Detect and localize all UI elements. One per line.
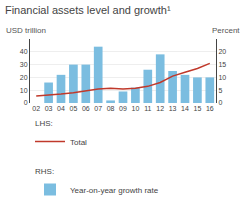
svg-text:USD trillion: USD trillion [6,26,46,35]
svg-text:10: 10 [218,74,226,81]
svg-text:08: 08 [107,105,115,112]
svg-text:03: 03 [45,105,53,112]
svg-text:12: 12 [156,105,164,112]
svg-text:16: 16 [206,105,214,112]
svg-text:05: 05 [70,105,78,112]
svg-text:07: 07 [94,105,102,112]
svg-text:06: 06 [82,105,90,112]
svg-text:11: 11 [144,105,151,112]
svg-text:20: 20 [20,74,28,81]
svg-text:Total: Total [70,138,87,147]
svg-text:20: 20 [218,48,226,55]
svg-text:10: 10 [20,87,28,94]
svg-text:09: 09 [119,105,127,112]
svg-text:13: 13 [169,105,177,112]
svg-text:15: 15 [218,61,226,68]
svg-text:LHS:: LHS: [35,119,53,128]
svg-text:40: 40 [20,48,28,55]
svg-text:02: 02 [32,105,40,112]
svg-text:5: 5 [218,87,222,94]
svg-text:0: 0 [24,99,28,106]
svg-text:30: 30 [20,61,28,68]
svg-text:10: 10 [132,105,140,112]
svg-text:04: 04 [57,105,65,112]
svg-text:14: 14 [181,105,189,112]
svg-text:0: 0 [218,99,222,106]
svg-text:Percent: Percent [212,26,240,35]
svg-text:Year-on-year growth rate: Year-on-year growth rate [70,186,159,195]
svg-text:15: 15 [194,105,202,112]
svg-text:RHS:: RHS: [35,167,54,176]
svg-text:Financial assets level and gro: Financial assets level and growth¹ [5,4,171,16]
